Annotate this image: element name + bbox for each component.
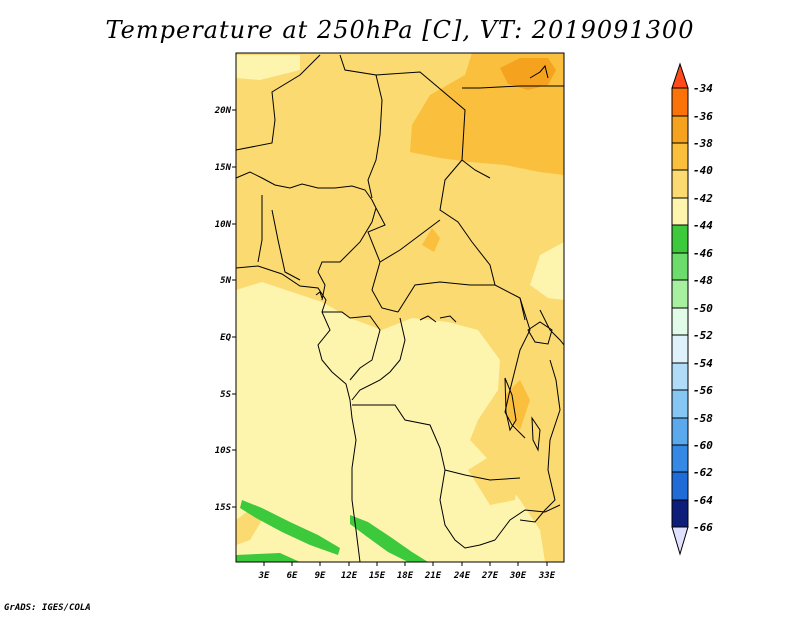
colorbar-label: -50 bbox=[693, 302, 713, 315]
cool-patch-northwest bbox=[236, 55, 300, 80]
cold-streak-southwest bbox=[240, 500, 340, 555]
colorbar-label: -38 bbox=[693, 137, 713, 150]
colorbar-label: -62 bbox=[693, 466, 713, 479]
lon-label-6e: 6E bbox=[287, 571, 298, 581]
cold-streak-bottom-edge bbox=[236, 553, 300, 562]
lon-label-9e: 9E bbox=[315, 571, 326, 581]
colorbar-swatch bbox=[671, 169, 689, 199]
lon-label-30e: 30E bbox=[509, 571, 527, 581]
cool-patch-east bbox=[530, 242, 564, 300]
cold-streak-south bbox=[350, 515, 428, 562]
lon-label-21e: 21E bbox=[424, 571, 442, 581]
lon-label-12e: 12E bbox=[341, 571, 358, 581]
colorbar-swatch bbox=[671, 142, 689, 171]
colorbar-swatch bbox=[671, 471, 689, 501]
colorbar-swatch bbox=[671, 362, 689, 391]
colorbar-label: -56 bbox=[693, 384, 713, 397]
colorbar-swatch bbox=[671, 499, 689, 528]
lon-label-27e: 27E bbox=[481, 571, 499, 581]
lat-label-15s: 15S bbox=[215, 503, 232, 513]
lon-label-18e: 18E bbox=[397, 571, 414, 581]
chart-title: Temperature at 250hPa [C], VT: 201909130… bbox=[105, 16, 695, 44]
map-panel bbox=[235, 52, 565, 563]
warmest-region-northeast bbox=[500, 58, 556, 90]
lon-ticks bbox=[263, 562, 548, 566]
colorbar-swatch bbox=[671, 444, 689, 473]
river-segment bbox=[439, 315, 457, 323]
lat-label-20n: 20N bbox=[214, 106, 232, 116]
lon-label-15e: 15E bbox=[369, 571, 386, 581]
nile-feature bbox=[529, 64, 549, 79]
lon-label-24e: 24E bbox=[453, 571, 471, 581]
latitude-axis: 20N 15N 10N 5N EQ 5S 10S 15S bbox=[214, 106, 236, 513]
lake-tanganyika bbox=[504, 377, 517, 432]
colorbar-arrow-bottom bbox=[671, 526, 689, 556]
colorbar-swatch bbox=[671, 115, 689, 144]
colorbar: -34 -36 -38 -40 -42 -44 -46 -48 -50 -52 … bbox=[671, 62, 713, 556]
colorbar-label: -34 bbox=[693, 82, 713, 95]
lat-label-eq: EQ bbox=[220, 333, 231, 343]
lon-label-33e: 33E bbox=[538, 571, 556, 581]
colorbar-label: -44 bbox=[693, 219, 713, 232]
colorbar-label: -64 bbox=[693, 494, 713, 507]
colorbar-swatch bbox=[671, 224, 689, 254]
lat-label-5s: 5S bbox=[220, 390, 231, 400]
lake-malawi bbox=[531, 416, 541, 452]
colorbar-label: -58 bbox=[693, 412, 713, 425]
island bbox=[315, 291, 323, 299]
lat-label-10n: 10N bbox=[215, 220, 232, 230]
colorbar-swatch bbox=[671, 279, 689, 309]
colorbar-label: -60 bbox=[693, 439, 713, 452]
lat-label-15n: 15N bbox=[215, 163, 232, 173]
colorbar-label: -42 bbox=[693, 192, 713, 205]
colorbar-swatch bbox=[671, 307, 689, 336]
warm-patch-central bbox=[422, 228, 440, 252]
warm-patch-southeast bbox=[468, 450, 520, 505]
colorbar-label: -48 bbox=[693, 274, 713, 287]
lat-label-10s: 10S bbox=[215, 446, 232, 456]
grads-credit: GrADS: IGES/COLA bbox=[4, 603, 91, 613]
cool-region-southwest bbox=[236, 282, 545, 562]
lon-label-3e: 3E bbox=[258, 571, 270, 581]
colorbar-swatch bbox=[671, 389, 689, 419]
river-congo bbox=[419, 315, 437, 323]
country-borders bbox=[235, 54, 565, 563]
colorbar-swatch bbox=[671, 252, 689, 281]
colorbar-arrow-top bbox=[671, 62, 689, 89]
map-frame bbox=[235, 52, 565, 563]
colorbar-label: -46 bbox=[693, 247, 713, 260]
lake-victoria bbox=[527, 321, 553, 345]
colorbar-label: -54 bbox=[693, 357, 713, 370]
colorbar-label: -66 bbox=[693, 521, 713, 534]
lat-label-5n: 5N bbox=[220, 276, 231, 286]
longitude-axis: 3E 6E 9E 12E 15E 18E 21E 24E 27E 30E 33E bbox=[258, 562, 556, 581]
colorbar-swatch bbox=[671, 197, 689, 226]
lat-ticks bbox=[232, 109, 236, 508]
colorbar-label: -40 bbox=[693, 164, 713, 177]
colorbar-label: -36 bbox=[693, 110, 713, 123]
colorbar-label: -52 bbox=[693, 329, 713, 342]
colorbar-swatch bbox=[671, 334, 689, 364]
colorbar-swatch bbox=[671, 87, 689, 117]
colorbar-swatch bbox=[671, 417, 689, 446]
lakes bbox=[315, 64, 553, 452]
